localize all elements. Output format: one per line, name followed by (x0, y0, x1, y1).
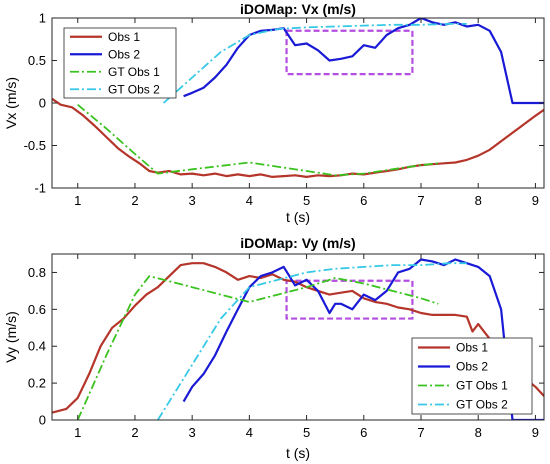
legend-label: Obs 1 (108, 30, 140, 44)
x-tick-label: 5 (303, 193, 310, 208)
vy-chart-panel: iDOMap: Vy (m/s) 1 2 3 4 5 6 7 8 9 0 0.2 0.4 0.6 0.8 t … (3, 235, 545, 461)
legend: Obs 1 Obs 2 GT Obs 1 GT Obs 2 (63, 27, 177, 99)
y-tick-label: 0.4 (28, 339, 46, 354)
x-axis-label: t (s) (286, 445, 310, 461)
legend-label: Obs 2 (456, 360, 488, 374)
chart-title: iDOMap: Vy (m/s) (240, 235, 355, 251)
x-tick-label: 7 (417, 425, 424, 440)
y-tick-label: 0.5 (28, 53, 46, 68)
chart-title: iDOMap: Vx (m/s) (240, 1, 356, 17)
axes-frame (51, 253, 545, 421)
x-tick-label: 7 (417, 193, 424, 208)
x-tick-label: 9 (532, 193, 539, 208)
vx-chart-panel: iDOMap: Vx (m/s) 1 2 3 4 5 6 7 8 9 -1 -0.5 0 0.5 1 t (s… (3, 1, 545, 225)
x-tick-label: 4 (246, 193, 253, 208)
series-line-obs-1 (52, 97, 544, 178)
x-tick-label: 2 (131, 425, 138, 440)
y-tick-label: 0 (39, 413, 46, 428)
x-tick-label: 5 (303, 425, 310, 440)
legend-label: Obs 1 (456, 341, 488, 355)
y-tick-label: -1 (34, 181, 46, 196)
y-axis-label: Vx (m/s) (3, 77, 19, 129)
x-tick-label: 1 (74, 193, 81, 208)
legend-label: GT Obs 2 (108, 82, 160, 96)
legend-label: GT Obs 1 (456, 379, 508, 393)
legend-box (63, 27, 177, 99)
x-tick-label: 2 (131, 193, 138, 208)
series-line-gt-obs-2 (157, 262, 467, 420)
legend: Obs 1 Obs 2 GT Obs 1 GT Obs 2 (411, 337, 533, 415)
x-tick-label: 6 (360, 425, 367, 440)
series-line-gt-obs-1 (76, 275, 439, 420)
legend-label: GT Obs 2 (456, 398, 508, 412)
series-line-gt-obs-2 (163, 23, 467, 104)
y-tick-label: 0.6 (28, 302, 46, 317)
x-tick-label: 3 (189, 425, 196, 440)
highlight-box (285, 29, 414, 76)
y-axis-label: Vy (m/s) (3, 311, 19, 363)
x-tick-label: 9 (532, 425, 539, 440)
x-axis-label: t (s) (286, 209, 310, 225)
x-tick-label: 1 (74, 425, 81, 440)
y-tick-label: 0.8 (28, 265, 46, 280)
x-tick-label: 6 (360, 193, 367, 208)
y-tick-label: 0.2 (28, 376, 46, 391)
legend-box (411, 337, 533, 415)
y-tick-label: 0 (39, 96, 46, 111)
x-tick-label: 3 (189, 193, 196, 208)
highlight-box (285, 279, 414, 320)
y-tick-label: -0.5 (24, 138, 46, 153)
legend-label: GT Obs 1 (108, 65, 160, 79)
series-line-gt-obs-1 (77, 104, 439, 177)
x-tick-label: 8 (475, 425, 482, 440)
series-line-obs-2 (183, 18, 544, 105)
x-tick-label: 4 (246, 425, 253, 440)
x-tick-label: 8 (475, 193, 482, 208)
legend-label: Obs 2 (108, 47, 140, 61)
y-tick-label: 1 (39, 11, 46, 26)
series-line-obs-2 (182, 258, 544, 420)
